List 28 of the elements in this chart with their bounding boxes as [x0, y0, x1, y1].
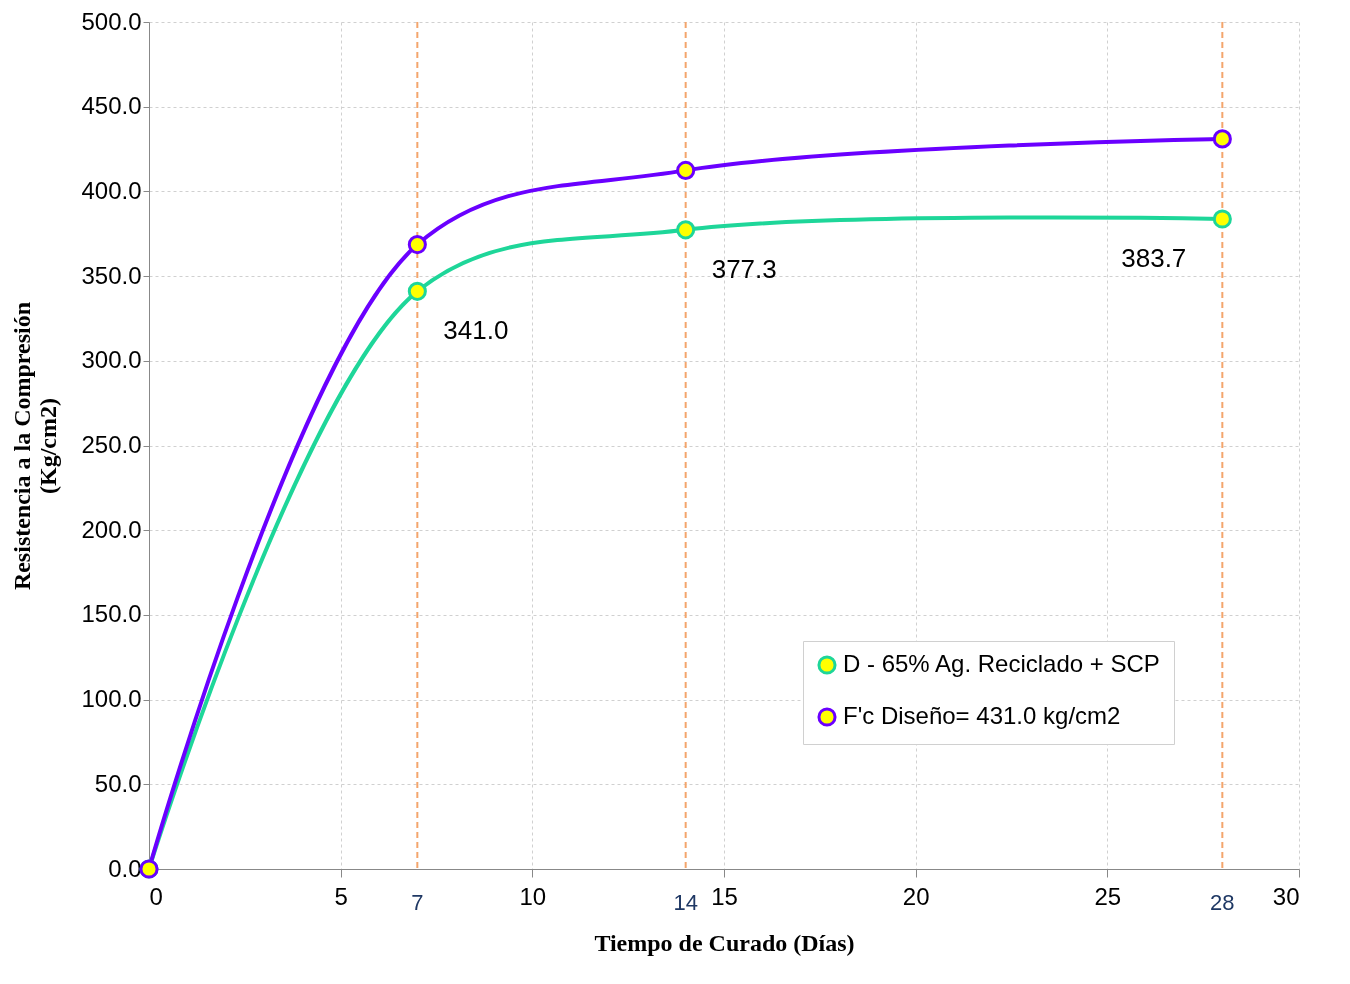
y-tick-label: 0.0: [108, 854, 142, 882]
legend-label: F'c Diseño= 431.0 kg/cm2: [843, 702, 1121, 729]
data-label: 377.3: [711, 253, 777, 284]
y-tick-label: 450.0: [81, 92, 142, 120]
y-tick-label: 50.0: [94, 769, 142, 797]
data-label: 341.0: [443, 315, 509, 346]
x-tick-label: 10: [519, 882, 547, 910]
x-tick-label: 30: [1272, 882, 1300, 910]
y-tick-label: 350.0: [81, 261, 142, 289]
y-tick-label: 200.0: [81, 515, 142, 543]
x-tick-label: 20: [902, 882, 930, 910]
y-tick-label: 500.0: [81, 7, 142, 35]
ref-line-label: 14: [673, 890, 698, 915]
x-tick-label: 5: [334, 882, 348, 910]
ref-line-label: 28: [1210, 890, 1235, 915]
y-tick-label: 100.0: [81, 685, 142, 713]
legend-label: D - 65% Ag. Reciclado + SCP: [843, 650, 1160, 677]
data-label: 383.7: [1121, 243, 1187, 274]
y-tick-label: 150.0: [81, 600, 142, 628]
y-tick-label: 300.0: [81, 346, 142, 374]
x-tick-label: 25: [1094, 882, 1122, 910]
x-axis-title: Tiempo de Curado (Días): [594, 929, 855, 956]
y-tick-label: 400.0: [81, 176, 142, 204]
y-tick-label: 250.0: [81, 431, 142, 458]
y-axis-title: Resistencia a la Compresión (Kg/cm2): [9, 301, 62, 591]
x-tick-label: 15: [711, 882, 738, 910]
ref-line-label: 7: [411, 890, 424, 915]
x-tick-label: 0: [149, 882, 163, 910]
